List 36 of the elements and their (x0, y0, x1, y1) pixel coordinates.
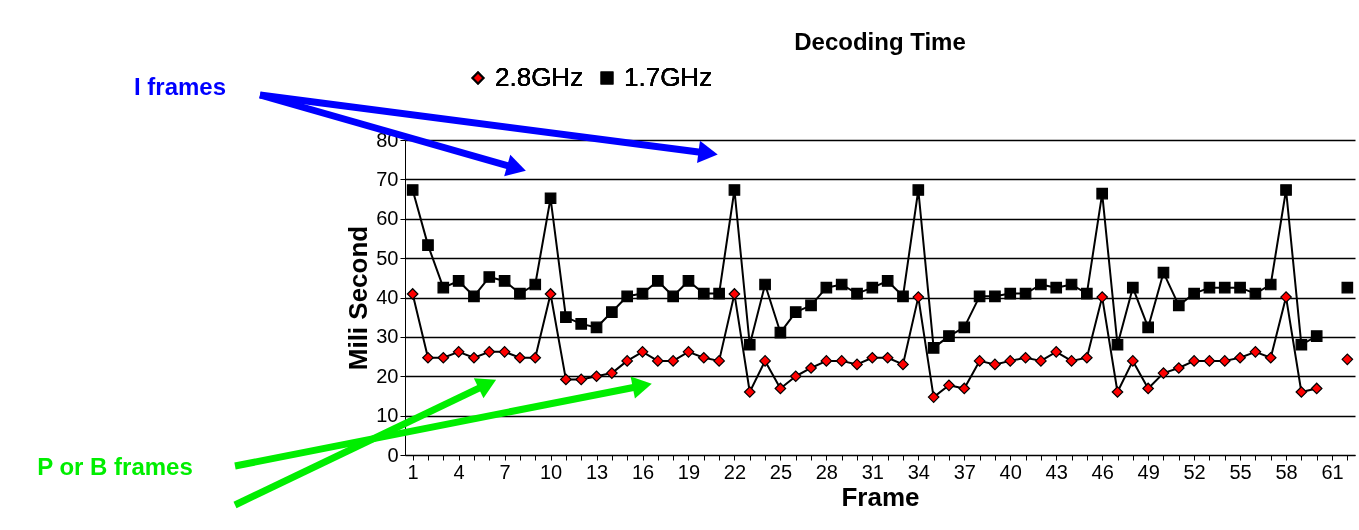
x-tick-label: 46 (1091, 460, 1114, 483)
x-tick-label: 4 (453, 460, 465, 483)
x-tick-label: 49 (1137, 460, 1160, 483)
x-tick-label: 7 (499, 460, 511, 483)
y-tick-label: 70 (376, 167, 399, 190)
x-tick-label: 52 (1183, 460, 1206, 483)
x-tick-label: 25 (769, 460, 793, 483)
x-tick-label: 22 (723, 460, 747, 483)
x-tick-label: 61 (1321, 460, 1344, 483)
y-axis-title: Mili Second (343, 225, 374, 371)
text: P or B frames (37, 453, 193, 480)
x-tick-label: 31 (861, 460, 884, 483)
y-tick-label: 20 (376, 364, 399, 387)
x-axis-title: Frame (841, 481, 920, 512)
chart-title: Decoding Time (794, 28, 966, 55)
x-tick-label: 19 (677, 460, 701, 483)
x-tick-label: 58 (1275, 460, 1298, 483)
x-tick-label: 13 (585, 460, 609, 483)
y-tick-label: 0 (387, 443, 399, 466)
y-tick-label: 30 (376, 325, 399, 348)
y-tick-label: 60 (376, 207, 399, 230)
y-tick-label: 40 (376, 286, 399, 308)
text: I frames (133, 73, 227, 100)
x-tick-label: 1 (407, 460, 419, 483)
x-tick-label: 10 (539, 460, 563, 483)
x-tick-label: 28 (815, 460, 838, 483)
x-tick-label: 34 (907, 460, 930, 483)
x-tick-label: 55 (1229, 460, 1252, 483)
legend-label: 2.8GHz (495, 62, 584, 92)
x-tick-label: 37 (953, 460, 976, 483)
y-tick-label: 50 (376, 246, 399, 269)
x-tick-label: 43 (1045, 460, 1068, 483)
legend-label: 1.7GHz (624, 62, 713, 92)
y-tick-label: 10 (376, 404, 399, 427)
x-tick-label: 40 (999, 460, 1022, 483)
x-tick-label: 16 (631, 460, 655, 483)
